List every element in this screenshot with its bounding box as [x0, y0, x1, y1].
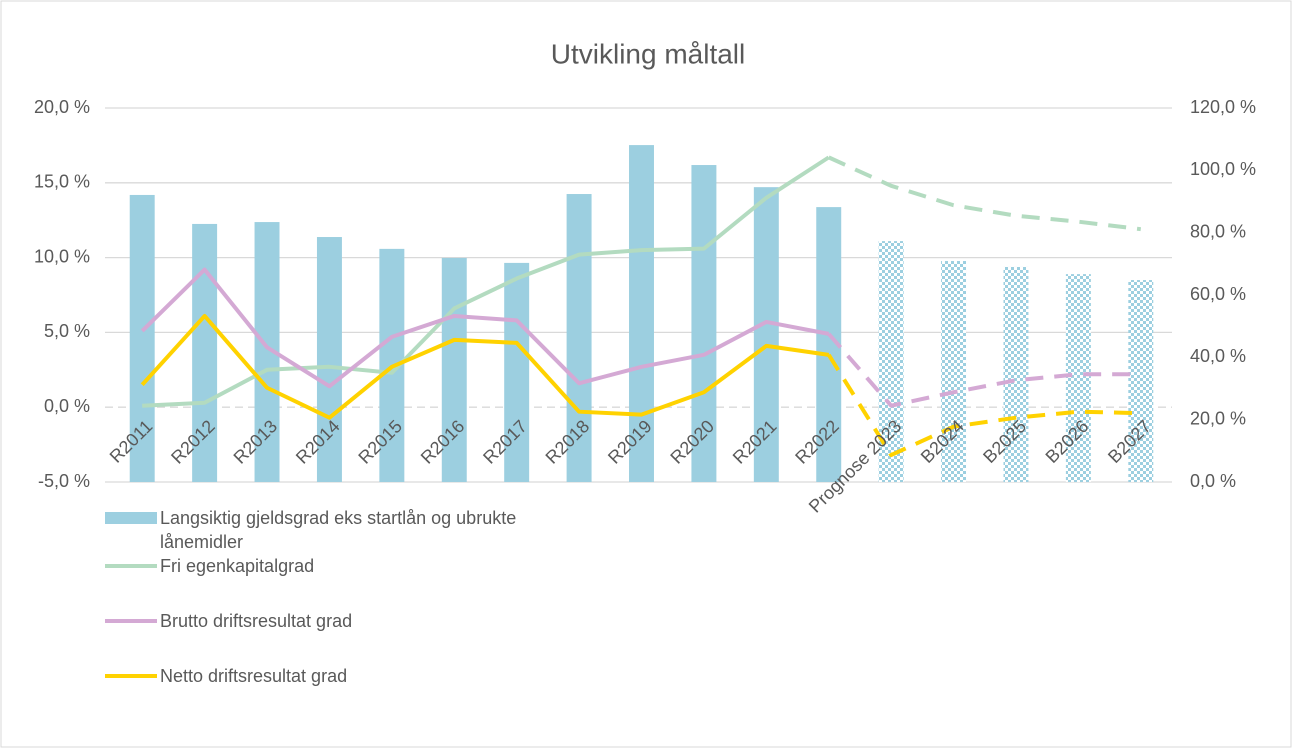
y2-tick-label: 40,0 %: [1190, 346, 1246, 366]
bar: [941, 261, 967, 482]
bar: [629, 145, 654, 483]
bar: [192, 223, 218, 482]
line: [140, 313, 830, 420]
legend-item: Langsiktig gjeldsgrad eks startlån og ub…: [105, 506, 575, 554]
bar: [566, 194, 592, 482]
legend-item: Netto driftsresultat grad: [105, 664, 575, 688]
y-tick-label: 0,0 %: [44, 396, 90, 416]
legend-swatch: [105, 564, 157, 568]
legend-swatch: [105, 619, 157, 623]
legend-label: Brutto driftsresultat grad: [160, 611, 353, 631]
y2-tick-label: 80,0 %: [1190, 221, 1246, 241]
y2-tick-label: 20,0 %: [1190, 408, 1246, 428]
bar: [504, 262, 530, 482]
line-forecast: [827, 332, 1141, 408]
line: [140, 267, 830, 389]
bar: [129, 194, 155, 482]
y-tick-label: 20,0 %: [34, 97, 90, 117]
y2-tick-label: 120,0 %: [1190, 97, 1256, 117]
bar: [1003, 266, 1029, 482]
bar: [1128, 280, 1154, 482]
bar: [441, 257, 467, 482]
legend-item: Fri egenkapitalgrad: [105, 554, 575, 578]
y-tick-label: -5,0 %: [38, 471, 90, 491]
legend-key: [105, 512, 157, 524]
y2-tick-label: 0,0 %: [1190, 471, 1236, 491]
legend-swatch: [105, 674, 157, 678]
y2-tick-label: 100,0 %: [1190, 159, 1256, 179]
bar: [316, 237, 342, 482]
legend-swatch: [105, 512, 157, 524]
bar: [1065, 274, 1091, 482]
bar: [691, 165, 717, 482]
chart-title: Utvikling måltall: [551, 38, 746, 69]
bar: [753, 187, 779, 482]
y-tick-label: 15,0 %: [34, 172, 90, 192]
y-tick-label: 10,0 %: [34, 246, 90, 266]
legend-label: Netto driftsresultat grad: [160, 666, 348, 686]
legend: Langsiktig gjeldsgrad eks startlån og ub…: [105, 506, 575, 719]
legend-label: Fri egenkapitalgrad: [160, 556, 315, 576]
legend-item: Brutto driftsresultat grad: [105, 609, 575, 633]
y2-tick-label: 60,0 %: [1190, 284, 1246, 304]
legend-label: Langsiktig gjeldsgrad eks startlån og ub…: [160, 508, 517, 552]
line-forecast: [827, 155, 1142, 232]
y-tick-label: 5,0 %: [44, 321, 90, 341]
line-forecast: [827, 353, 1141, 458]
